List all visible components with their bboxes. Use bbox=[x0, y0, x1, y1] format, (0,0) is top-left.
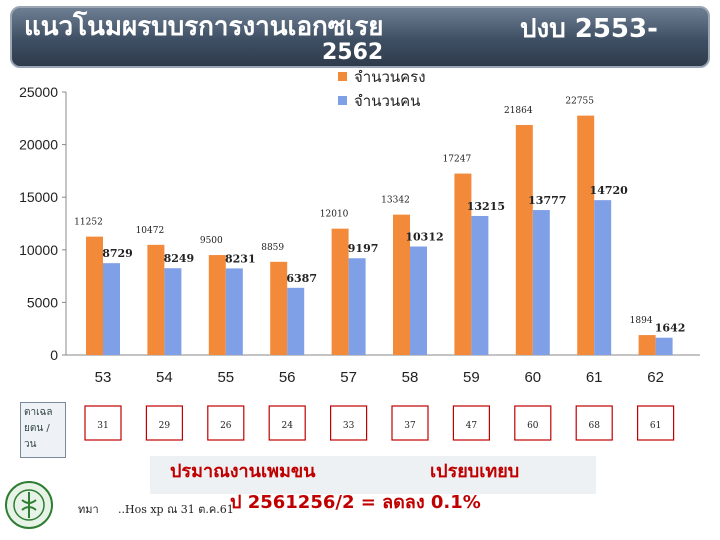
bar-people-61 bbox=[594, 200, 612, 355]
data-label: 1642 bbox=[655, 322, 686, 335]
data-label: 9500 bbox=[200, 236, 223, 246]
data-label: 8729 bbox=[102, 247, 133, 260]
daily-avg-value: 60 bbox=[527, 421, 539, 431]
daily-avg-value: 47 bbox=[466, 421, 478, 431]
daily-avg-box bbox=[145, 405, 183, 441]
data-label: 11252 bbox=[74, 218, 103, 228]
data-label: 17247 bbox=[443, 155, 472, 165]
page-title-year: 2562 bbox=[322, 40, 384, 65]
daily-avg-value: 31 bbox=[97, 421, 108, 431]
bar-visits-62 bbox=[638, 335, 656, 355]
y-tick-label: 5000 bbox=[27, 294, 58, 310]
x-tick-label: 57 bbox=[340, 369, 357, 386]
daily-avg-box bbox=[391, 405, 429, 441]
daily-avg-box bbox=[636, 405, 675, 441]
x-tick-label: 54 bbox=[156, 369, 173, 386]
data-label: 8249 bbox=[164, 252, 195, 265]
daily-avg-value: 29 bbox=[159, 421, 171, 431]
x-tick-label: 59 bbox=[463, 369, 480, 386]
bar-people-56 bbox=[287, 287, 305, 355]
legend-label: จำนวนคน bbox=[354, 92, 420, 110]
daily-avg-box bbox=[207, 405, 245, 441]
bar-visits-56 bbox=[270, 261, 288, 355]
bar-visits-54 bbox=[147, 244, 165, 355]
y-tick-label: 15000 bbox=[19, 189, 58, 205]
page-title: แนวโนมผรบบรการงานเอกซเรย bbox=[24, 12, 384, 42]
y-tick-label: 25000 bbox=[19, 84, 58, 100]
daily-average-label: ตาเฉล ยตน / วน bbox=[20, 402, 66, 458]
data-label: 22755 bbox=[565, 97, 594, 107]
daily-avg-value: 61 bbox=[650, 421, 661, 431]
note-box bbox=[150, 456, 596, 494]
data-label: 1894 bbox=[630, 316, 653, 326]
x-tick-label: 58 bbox=[402, 369, 419, 386]
bar-visits-53 bbox=[86, 236, 103, 355]
ministry-logo-icon bbox=[5, 481, 53, 529]
x-tick-label: 60 bbox=[524, 369, 541, 386]
bar-visits-60 bbox=[515, 124, 533, 355]
daily-avg-box bbox=[268, 405, 306, 441]
x-tick-label: 62 bbox=[647, 369, 664, 386]
bar-people-54 bbox=[164, 268, 182, 355]
daily-avg-box bbox=[575, 405, 613, 441]
note-line2: ป 2561256/2 = ลดลง 0.1% bbox=[230, 492, 481, 513]
data-label: 10312 bbox=[405, 231, 443, 244]
data-label: 10472 bbox=[136, 226, 165, 236]
data-label: 13342 bbox=[381, 196, 410, 206]
legend-label: จำนวนครง bbox=[354, 68, 426, 86]
bar-people-55 bbox=[225, 268, 243, 355]
data-label: 9197 bbox=[348, 242, 379, 255]
bar-visits-55 bbox=[208, 255, 226, 355]
x-tick-label: 56 bbox=[279, 369, 296, 386]
daily-avg-box bbox=[514, 405, 552, 441]
bar-visits-58 bbox=[393, 214, 410, 355]
note-line1-left: ปรมาณงานเพมขน bbox=[170, 461, 316, 482]
data-label: 13777 bbox=[528, 194, 566, 207]
daily-avg-value: 68 bbox=[588, 421, 600, 431]
bar-people-62 bbox=[655, 337, 673, 355]
bar-people-57 bbox=[348, 258, 366, 355]
note-line1-right: เปรยบเทยบ bbox=[430, 461, 520, 482]
daily-avg-box bbox=[330, 405, 368, 441]
data-label: 12010 bbox=[320, 210, 349, 220]
bar-people-58 bbox=[410, 246, 427, 355]
data-label: 8231 bbox=[225, 252, 256, 265]
data-label: 13215 bbox=[467, 200, 505, 213]
y-tick-label: 0 bbox=[50, 347, 58, 363]
footer-source-label: ทมา bbox=[78, 503, 99, 516]
data-label: 14720 bbox=[590, 184, 629, 197]
fiscal-year-label: ปงบ 2553- bbox=[520, 14, 658, 44]
daily-avg-box bbox=[452, 405, 490, 441]
legend-swatch bbox=[338, 72, 347, 81]
bar-people-53 bbox=[103, 263, 120, 355]
title-banner bbox=[10, 6, 710, 68]
x-tick-label: 55 bbox=[217, 369, 234, 386]
bar-people-59 bbox=[471, 215, 489, 355]
daily-avg-box bbox=[84, 405, 122, 441]
y-tick-label: 20000 bbox=[19, 137, 58, 153]
data-label: 6387 bbox=[286, 272, 317, 285]
daily-avg-value: 33 bbox=[343, 421, 355, 431]
x-tick-label: 61 bbox=[586, 369, 603, 386]
legend-swatch bbox=[338, 96, 347, 105]
daily-avg-value: 24 bbox=[281, 421, 293, 431]
daily-avg-value: 37 bbox=[404, 421, 416, 431]
data-label: 8859 bbox=[261, 243, 284, 253]
bar-people-60 bbox=[532, 210, 550, 355]
x-tick-label: 53 bbox=[95, 369, 112, 386]
bar-visits-61 bbox=[577, 115, 595, 355]
bar-visits-57 bbox=[331, 228, 349, 355]
data-label: 21864 bbox=[504, 106, 533, 116]
y-tick-label: 10000 bbox=[19, 242, 58, 258]
bar-visits-59 bbox=[454, 173, 472, 355]
footer-source: ..Hos xp ณ 31 ต.ค.61 bbox=[118, 503, 234, 516]
daily-avg-value: 26 bbox=[220, 421, 232, 431]
